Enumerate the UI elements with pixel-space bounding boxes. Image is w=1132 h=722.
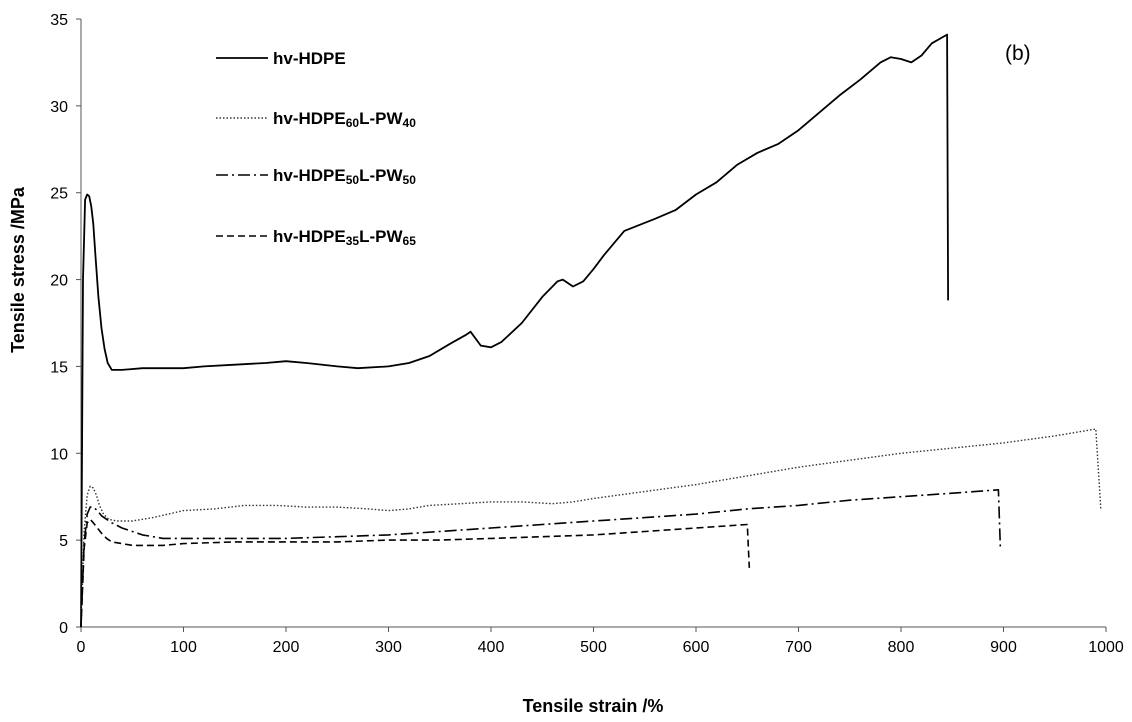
series-line-3 (80, 488, 1002, 628)
legend-label: hv-HDPE50L-PW50 (273, 166, 416, 187)
x-tick-label: 300 (375, 639, 402, 656)
y-axis-title: Tensile stress /MPa (8, 186, 28, 353)
panel-label: (b) (1005, 42, 1031, 65)
y-tick-label: 30 (50, 99, 68, 116)
y-ticks: 0 5 10 15 20 25 30 35 (50, 12, 81, 637)
x-tick-label: 700 (785, 639, 812, 656)
series-line-2 (80, 428, 1102, 628)
legend-label: hv-HDPE60L-PW40 (273, 109, 416, 130)
y-tick-label: 35 (50, 12, 68, 29)
x-tick-label: 800 (888, 639, 915, 656)
legend: hv-HDPE hv-HDPE60L-PW40 hv-HDPE50L-PW50 hv-… (216, 49, 416, 248)
series-layer (80, 33, 1102, 628)
legend-item: hv-HDPE60L-PW40 (216, 109, 416, 130)
x-tick-label: 100 (170, 639, 197, 656)
series-line-1 (80, 33, 949, 628)
series-line-4 (80, 518, 751, 628)
y-tick-label: 0 (59, 620, 68, 637)
legend-item: hv-HDPE50L-PW50 (216, 166, 416, 187)
x-tick-label: 1000 (1088, 639, 1124, 656)
y-tick-label: 20 (50, 273, 68, 290)
y-tick-label: 15 (50, 359, 68, 376)
x-axis-title: Tensile strain /% (523, 696, 664, 716)
axes (80, 19, 1106, 628)
legend-label: hv-HDPE35L-PW65 (273, 227, 416, 248)
legend-item: hv-HDPE35L-PW65 (216, 227, 416, 248)
y-tick-label: 25 (50, 186, 68, 203)
x-tick-label: 600 (683, 639, 710, 656)
y-tick-label: 10 (50, 446, 68, 463)
legend-item: hv-HDPE (216, 49, 346, 68)
x-tick-label: 900 (990, 639, 1017, 656)
legend-label: hv-HDPE (273, 49, 346, 68)
y-tick-label: 5 (59, 533, 68, 550)
x-tick-label: 400 (478, 639, 505, 656)
x-tick-label: 0 (77, 639, 86, 656)
x-tick-label: 200 (273, 639, 300, 656)
x-tick-label: 500 (580, 639, 607, 656)
x-ticks: 0 100 200 300 400 500 600 700 800 900 1000 (77, 627, 1124, 656)
